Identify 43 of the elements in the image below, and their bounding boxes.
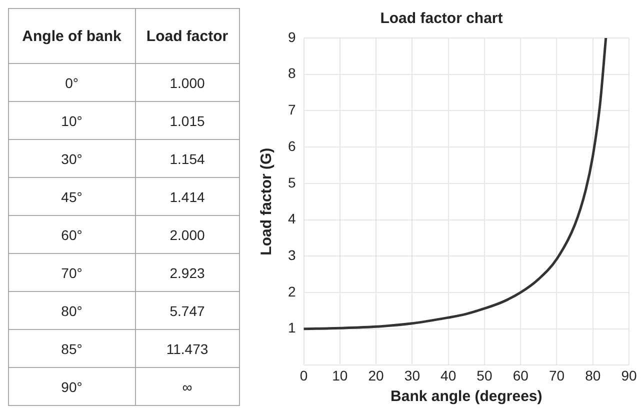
- y-tick-label: 5: [288, 174, 296, 190]
- text: 1.414: [170, 188, 205, 204]
- category-label: 0°: [8, 64, 136, 102]
- x-tick-label: 20: [368, 367, 384, 384]
- category-label: 60°: [8, 216, 136, 254]
- text: 1.015: [170, 112, 205, 128]
- text: 11.473: [166, 340, 208, 356]
- text: 5.747: [170, 302, 205, 318]
- y-tick-label: 6: [288, 138, 296, 154]
- category-label: 10°: [8, 102, 136, 140]
- x-tick-label: 80: [585, 367, 601, 384]
- category-label: 30°: [8, 140, 136, 178]
- category-label: 80°: [8, 292, 136, 330]
- y-tick-label: 7: [288, 102, 296, 118]
- category-label: 70°: [8, 254, 136, 292]
- y-tick-label: 3: [288, 246, 296, 263]
- x-tick-label: 50: [476, 367, 492, 384]
- text: 2.000: [170, 226, 205, 242]
- x-axis-title: Bank angle (degrees): [390, 388, 542, 406]
- y-axis-title: Load factor (G): [258, 148, 276, 256]
- x-tick-label: 90: [621, 367, 637, 384]
- x-tick-label: 40: [440, 367, 456, 384]
- category-label: 90°: [8, 368, 136, 406]
- text: Load factor: [135, 8, 240, 64]
- line-series: [304, 38, 608, 330]
- text: 2.923: [170, 264, 205, 280]
- x-tick-label: 0: [300, 367, 308, 384]
- text: Angle of bank: [8, 8, 136, 64]
- text: ∞: [182, 378, 192, 394]
- x-tick-label: 30: [404, 367, 420, 384]
- category-label: 45°: [8, 178, 136, 216]
- text: 1.154: [170, 150, 205, 166]
- x-tick-label: 70: [548, 367, 565, 384]
- x-tick-label: 60: [512, 367, 529, 384]
- category-label: 85°: [8, 330, 136, 368]
- x-tick-label: 10: [332, 367, 348, 384]
- chart-title: Load factor chart: [380, 10, 503, 28]
- y-tick-label: 2: [288, 283, 296, 300]
- y-tick-label: 4: [288, 210, 296, 227]
- text: 1.000: [170, 74, 205, 90]
- y-tick-label: 8: [288, 65, 296, 82]
- y-tick-label: 9: [288, 28, 296, 45]
- y-tick-label: 1: [288, 320, 296, 336]
